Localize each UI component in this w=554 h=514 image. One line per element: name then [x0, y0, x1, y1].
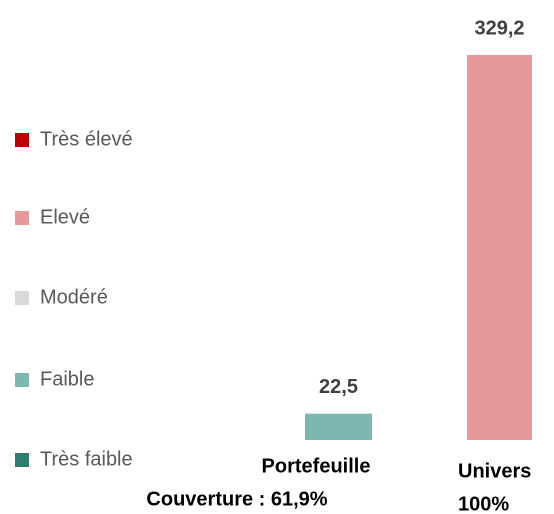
bar — [305, 413, 372, 440]
legend-swatch — [15, 373, 29, 387]
data-label: 22,5 — [319, 376, 358, 398]
legend-swatch — [15, 211, 29, 225]
coverage-label: 100% — [458, 493, 509, 514]
legend-swatch — [15, 133, 29, 147]
category-label: Portefeuille — [262, 455, 371, 477]
data-label: 329,2 — [474, 17, 524, 39]
legend-swatch — [15, 291, 29, 305]
legend-label: Très faible — [40, 448, 133, 470]
category-label: Univers — [458, 460, 531, 482]
legend-swatch — [15, 453, 29, 467]
legend-label: Faible — [40, 368, 94, 390]
bar — [467, 55, 532, 440]
legend-label: Très élevé — [40, 128, 133, 150]
coverage-label: Couverture : 61,9% — [146, 488, 327, 510]
legend-label: Modéré — [40, 286, 108, 308]
legend-label: Elevé — [40, 206, 90, 228]
